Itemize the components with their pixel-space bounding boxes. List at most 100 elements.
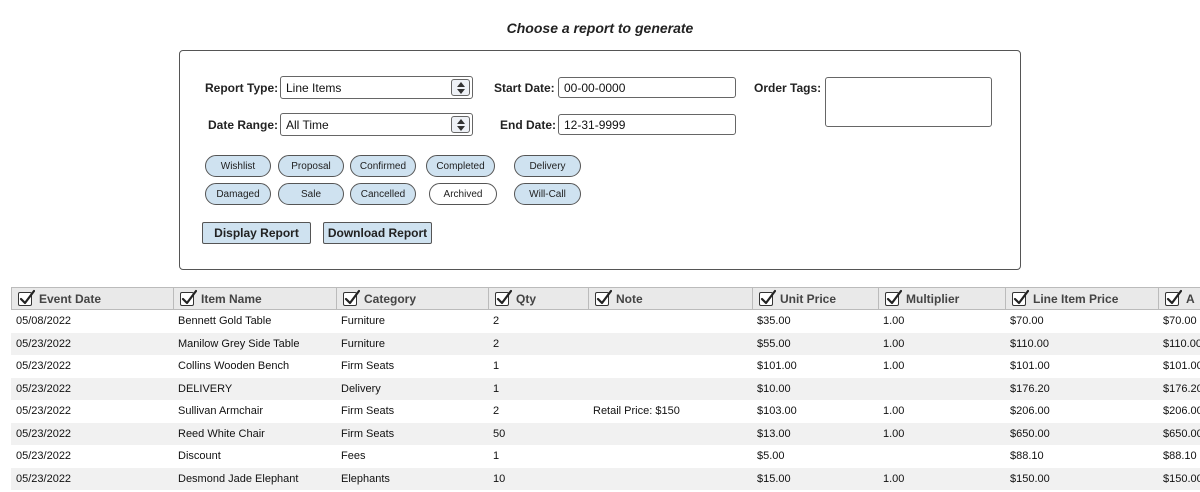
- display-report-button[interactable]: Display Report: [202, 222, 311, 244]
- checkbox-checked-icon[interactable]: [18, 289, 35, 306]
- date-range-select[interactable]: All Time: [280, 113, 473, 136]
- column-header-label: Item Name: [201, 292, 262, 306]
- table-cell: 1: [493, 360, 500, 373]
- status-pill-will-call[interactable]: Will-Call: [514, 183, 581, 205]
- status-pill-delivery[interactable]: Delivery: [514, 155, 581, 177]
- checkbox-checked-icon[interactable]: [343, 289, 360, 306]
- column-header-category[interactable]: Category: [336, 288, 488, 310]
- table-cell: 05/23/2022: [16, 337, 72, 350]
- up-down-arrows-icon[interactable]: [451, 79, 470, 96]
- table-row[interactable]: 05/23/2022 Collins Wooden Bench Firm Seats…: [11, 355, 1200, 378]
- table-cell: $70.00: [1010, 315, 1044, 328]
- table-cell: 05/08/2022: [16, 315, 72, 328]
- table-cell: $88.10: [1163, 450, 1197, 463]
- up-down-arrows-icon[interactable]: [451, 116, 470, 133]
- table-cell: $150.00: [1010, 472, 1050, 485]
- table-cell: 05/23/2022: [16, 450, 72, 463]
- table-cell: Discount: [178, 450, 221, 463]
- checkbox-checked-icon[interactable]: [885, 289, 902, 306]
- checkbox-checked-icon[interactable]: [1165, 289, 1182, 306]
- table-cell: Elephants: [341, 472, 390, 485]
- status-pill-wishlist[interactable]: Wishlist: [205, 155, 271, 177]
- table-cell: Manilow Grey Side Table: [178, 337, 300, 350]
- checkbox-checked-icon[interactable]: [495, 289, 512, 306]
- column-header-label: Line Item Price: [1033, 292, 1119, 306]
- table-cell: [593, 333, 752, 356]
- table-row[interactable]: 05/23/2022 Discount Fees 1 $5.00 $88.10 $88.10: [11, 445, 1200, 468]
- table-cell: 1.00: [883, 427, 905, 440]
- checkbox-checked-icon[interactable]: [180, 289, 197, 306]
- table-cell: [593, 310, 752, 333]
- table-cell: 1.00: [883, 405, 905, 418]
- table-cell: 05/23/2022: [16, 360, 72, 373]
- table-cell: $10.00: [757, 382, 791, 395]
- column-header-label: Event Date: [39, 292, 102, 306]
- table-cell: $88.10: [1010, 450, 1044, 463]
- column-header-item-name[interactable]: Item Name: [173, 288, 336, 310]
- table-cell: Desmond Jade Elephant: [178, 472, 299, 485]
- table-row[interactable]: 05/23/2022 Reed White Chair Firm Seats 50 $1…: [11, 422, 1200, 445]
- report-type-select[interactable]: Line Items: [280, 76, 473, 99]
- table-cell: $110.00: [1010, 337, 1049, 350]
- status-pill-completed[interactable]: Completed: [426, 155, 495, 177]
- status-pill-proposal[interactable]: Proposal: [278, 155, 344, 177]
- table-cell: $5.00: [757, 450, 785, 463]
- table-cell: 1.00: [883, 337, 905, 350]
- table-cell: Furniture: [341, 315, 386, 328]
- order-tags-input[interactable]: [825, 77, 992, 127]
- table-cell: Sullivan Armchair: [178, 405, 263, 418]
- table-cell: Delivery: [341, 382, 381, 395]
- table-cell: $110.00: [1163, 337, 1200, 350]
- report-table: Event Date Item Name Category Qty Note Unit P…: [11, 287, 1200, 492]
- table-cell: $101.00: [1010, 360, 1050, 373]
- table-cell: DELIVERY: [178, 382, 233, 395]
- table-row[interactable]: 05/23/2022 DELIVERY Delivery 1 $10.00 $176.20…: [11, 377, 1200, 400]
- table-cell: [593, 445, 752, 468]
- start-date-input[interactable]: 00-00-0000: [558, 77, 736, 98]
- column-header-event-date[interactable]: Event Date: [11, 288, 173, 310]
- table-cell: 05/23/2022: [16, 472, 72, 485]
- column-header-multiplier[interactable]: Multiplier: [878, 288, 1005, 310]
- table-cell: $70.00: [1163, 315, 1197, 328]
- column-header-label: Unit Price: [780, 292, 837, 306]
- table-cell: 05/23/2022: [16, 382, 72, 395]
- column-header-line-item-price[interactable]: Line Item Price: [1005, 288, 1158, 310]
- table-cell: $101.00: [757, 360, 797, 373]
- table-row[interactable]: 05/08/2022 Bennett Gold Table Furniture 2 $3…: [11, 310, 1200, 333]
- table-cell: Bennett Gold Table: [178, 315, 272, 328]
- column-header-qty[interactable]: Qty: [488, 288, 588, 310]
- checkbox-checked-icon[interactable]: [759, 289, 776, 306]
- order-tags-label: Order Tags:: [754, 81, 822, 95]
- table-cell: 2: [493, 315, 500, 328]
- table-cell: 1: [493, 450, 500, 463]
- column-header-label: A: [1186, 292, 1195, 306]
- column-header-a[interactable]: A: [1158, 288, 1200, 310]
- table-cell: Firm Seats: [341, 360, 395, 373]
- table-cell: $650.00: [1010, 427, 1050, 440]
- status-pill-damaged[interactable]: Damaged: [205, 183, 271, 205]
- status-pill-archived[interactable]: Archived: [429, 183, 497, 205]
- table-cell: [883, 445, 1005, 468]
- end-date-input[interactable]: 12-31-9999: [558, 114, 736, 135]
- status-pill-confirmed[interactable]: Confirmed: [350, 155, 416, 177]
- column-header-note[interactable]: Note: [588, 288, 752, 310]
- table-row[interactable]: 05/23/2022 Manilow Grey Side Table Furnitu…: [11, 332, 1200, 356]
- download-report-button[interactable]: Download Report: [323, 222, 432, 244]
- report-type-label: Report Type:: [205, 81, 279, 95]
- table-cell: 2: [493, 337, 500, 350]
- table-row[interactable]: 05/23/2022 Desmond Jade Elephant Elephants…: [11, 467, 1200, 490]
- table-cell: $13.00: [757, 427, 791, 440]
- status-pill-sale[interactable]: Sale: [278, 183, 344, 205]
- table-row[interactable]: 05/23/2022 Sullivan Armchair Firm Seats 2 Re…: [11, 400, 1200, 423]
- column-header-label: Multiplier: [906, 292, 960, 306]
- checkbox-checked-icon[interactable]: [1012, 289, 1029, 306]
- table-cell: $176.20: [1010, 382, 1050, 395]
- end-date-label: End Date:: [500, 118, 557, 132]
- column-header-unit-price[interactable]: Unit Price: [752, 288, 878, 310]
- date-range-label: Date Range:: [208, 118, 279, 132]
- table-cell: Reed White Chair: [178, 427, 265, 440]
- start-date-label: Start Date:: [494, 81, 555, 95]
- table-cell: Collins Wooden Bench: [178, 360, 290, 373]
- status-pill-cancelled[interactable]: Cancelled: [350, 183, 416, 205]
- checkbox-checked-icon[interactable]: [595, 289, 612, 306]
